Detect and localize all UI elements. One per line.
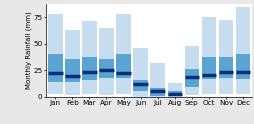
Bar [65, 30, 79, 95]
Bar [184, 69, 198, 87]
Bar [201, 17, 215, 93]
Bar [235, 7, 249, 93]
Bar [235, 54, 249, 79]
Bar [82, 57, 96, 80]
Bar [150, 88, 164, 96]
Bar [116, 14, 130, 93]
Bar [48, 54, 62, 82]
Bar [218, 57, 232, 78]
Bar [133, 48, 147, 97]
Bar [167, 83, 181, 97]
Bar [99, 59, 113, 78]
Bar [116, 54, 130, 78]
Bar [65, 59, 79, 82]
Bar [218, 20, 232, 93]
Bar [48, 14, 62, 93]
Y-axis label: Monthly Rainfall (mm): Monthly Rainfall (mm) [25, 11, 32, 89]
Bar [184, 46, 198, 95]
Bar [99, 28, 113, 95]
Bar [150, 63, 164, 97]
Bar [201, 57, 215, 79]
Bar [82, 21, 96, 93]
Bar [167, 91, 181, 96]
Bar [133, 80, 147, 91]
